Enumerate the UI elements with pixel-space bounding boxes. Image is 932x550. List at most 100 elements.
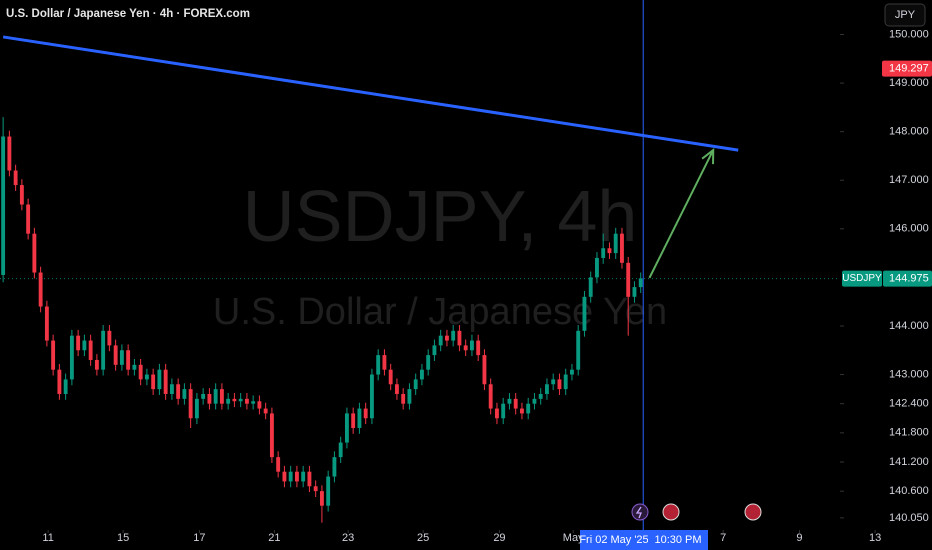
candle-body [563, 374, 568, 390]
y-tick-label: 141.200 [889, 456, 929, 468]
y-tick-label: 144.000 [889, 320, 929, 332]
candle-body [94, 359, 99, 370]
watermark-symbol: USDJPY, 4h [243, 177, 638, 257]
candle-body [101, 330, 106, 370]
candle-body [620, 233, 624, 263]
y-tick-label: 149.000 [889, 77, 929, 89]
candle-body [488, 384, 493, 409]
candle-body [276, 457, 281, 472]
candle-body [1, 136, 6, 275]
candle-body [263, 408, 268, 414]
candle-body [63, 379, 68, 394]
candle-body [595, 257, 599, 278]
candle-body [513, 398, 518, 409]
candle-body [169, 384, 174, 394]
x-tick-label: 23 [342, 532, 354, 544]
crosshair-date-tag [580, 530, 648, 550]
x-tick-label: 11 [42, 532, 53, 544]
candle-body [294, 471, 299, 482]
candle-body [157, 369, 162, 390]
y-tick-label: 146.000 [889, 223, 929, 235]
watermark-description: U.S. Dollar / Japanese Yen [213, 291, 667, 333]
crosshair-time: 10:30 PM [654, 534, 701, 546]
candle-body [301, 471, 306, 482]
currency-button-label[interactable]: JPY [895, 9, 916, 21]
trend-line [2, 35, 739, 152]
candle-body [163, 369, 168, 394]
candle-body [344, 413, 349, 443]
candle-body [151, 374, 156, 390]
crosshair-time-tag [648, 530, 708, 550]
candle-body [457, 330, 462, 346]
candle-body [476, 340, 481, 356]
candle-body [470, 340, 474, 351]
event-icon[interactable] [631, 503, 649, 521]
candle-body [32, 233, 37, 273]
candle-body [570, 369, 574, 375]
x-tick-label: 29 [493, 532, 505, 544]
candle-body [351, 413, 356, 428]
candle-body [232, 398, 237, 402]
watermark: USDJPY, 4h U.S. Dollar / Japanese Yen [213, 177, 667, 333]
event-icons [631, 503, 762, 521]
candle-body [338, 442, 343, 458]
candle-body [532, 398, 537, 404]
candle-body [382, 355, 387, 370]
candle-body [363, 408, 368, 419]
y-tick-label: 141.800 [889, 427, 929, 439]
candle-body [601, 248, 606, 258]
candle-body [82, 340, 87, 351]
candle-body [326, 476, 331, 506]
x-tick-label: 7 [720, 532, 726, 544]
candle-body [244, 398, 249, 404]
candle-body [13, 170, 18, 186]
last-price-label: 144.975 [889, 273, 929, 285]
candle-body [307, 471, 312, 487]
candle-body [419, 369, 424, 380]
candle-body [138, 364, 143, 380]
y-tick-label: 142.400 [889, 398, 929, 410]
candle-body [495, 408, 499, 419]
candle-body [357, 408, 362, 428]
candle-body [401, 393, 406, 404]
y-tick-label: 140.600 [889, 485, 929, 497]
candle-body [226, 398, 231, 404]
candle-body [219, 389, 224, 404]
currency-button[interactable] [884, 3, 926, 27]
candle-body [632, 287, 637, 297]
x-tick-label: 15 [117, 532, 129, 544]
candle-body [119, 350, 124, 365]
y-tick-label: 147.000 [889, 174, 929, 186]
event-icon[interactable] [744, 503, 762, 521]
candle-body [463, 345, 468, 351]
candle-body [520, 408, 524, 414]
x-tick-label: 17 [193, 532, 205, 544]
candle-body [288, 471, 293, 482]
last-price-symbol: USDJPY [842, 273, 882, 284]
candle-body [607, 248, 612, 254]
x-tick-label: 9 [796, 532, 802, 544]
candle-body [588, 277, 593, 297]
event-icon-glyph [635, 506, 642, 519]
alert-price-tag [882, 60, 932, 77]
y-tick-label: 143.000 [889, 368, 929, 380]
candle-body [557, 379, 562, 390]
candle-body [538, 393, 543, 399]
event-icon[interactable] [662, 503, 680, 521]
candle-body [376, 355, 381, 375]
candle-body [132, 364, 137, 370]
candle-body [257, 401, 262, 409]
candle-body [507, 398, 512, 404]
arrow-head [701, 148, 715, 165]
candle-body [76, 335, 81, 351]
candle-body [38, 272, 43, 307]
candle-body [57, 369, 62, 394]
candle-body [26, 204, 31, 234]
candle-body [394, 384, 399, 394]
candle-body [213, 389, 218, 404]
candle-body [545, 384, 549, 394]
candle-body [269, 413, 274, 458]
alert-price-label: 149.297 [889, 63, 929, 75]
